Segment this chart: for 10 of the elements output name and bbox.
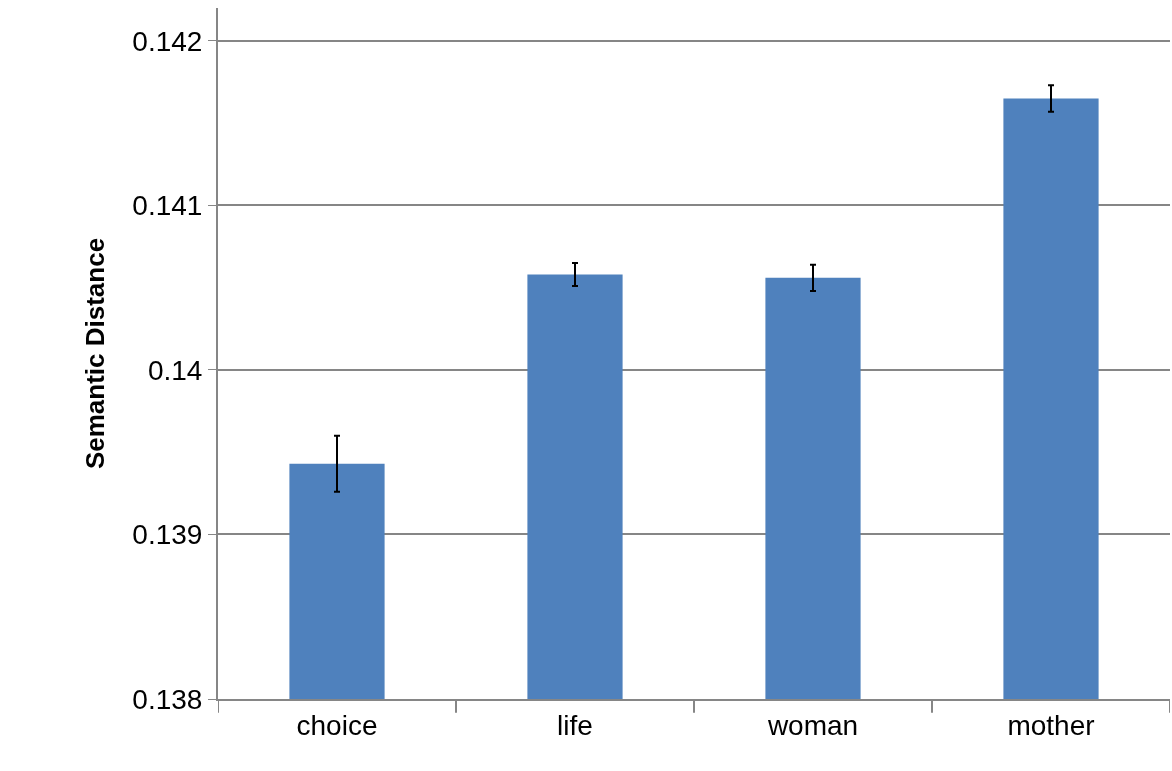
x-tick-label: life <box>557 709 593 741</box>
y-tick-label: 0.139 <box>132 519 203 551</box>
y-axis-title: Semantic Distance <box>80 237 111 470</box>
x-tick-label: mother <box>1007 709 1095 741</box>
y-tick-label: 0.138 <box>132 683 203 715</box>
x-tick-label: choice <box>296 709 378 741</box>
y-tick-label: 0.14 <box>147 354 203 386</box>
y-tick-label: 0.142 <box>132 25 203 57</box>
y-tick-label: 0.141 <box>132 190 203 222</box>
x-tick-label: woman <box>766 709 859 741</box>
